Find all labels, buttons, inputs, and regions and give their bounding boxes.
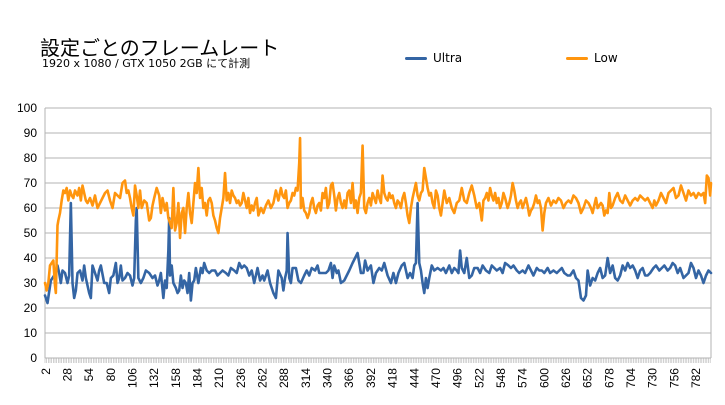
x-tick-label: 106 (126, 368, 140, 388)
y-tick-label: 50 (24, 226, 38, 240)
y-tick-label: 20 (24, 301, 38, 315)
legend-label-ultra: Ultra (433, 51, 463, 65)
x-tick-label: 54 (82, 368, 96, 382)
y-tick-label: 90 (24, 126, 38, 140)
legend-label-low: Low (594, 51, 618, 65)
x-tick-label: 392 (364, 368, 378, 388)
y-axis: 0 10 20 30 40 50 60 70 80 90 100 (17, 101, 37, 365)
x-tick-label: 80 (104, 368, 118, 382)
x-tick-label: 600 (537, 368, 551, 388)
x-axis: 2 28 54 80 106 132 158 184 210 236 262 288 314 340 366… (39, 358, 711, 388)
y-tick-label: 30 (24, 276, 38, 290)
y-tick-label: 70 (24, 176, 38, 190)
x-tick-label: 626 (559, 368, 573, 388)
x-tick-label: 132 (147, 368, 161, 388)
x-tick-label: 418 (386, 368, 400, 388)
x-tick-label: 236 (234, 368, 248, 388)
x-tick-label: 184 (191, 368, 205, 388)
x-tick-label: 730 (646, 368, 660, 388)
x-tick-label: 652 (581, 368, 595, 388)
chart-title: 設定ごとのフレームレート (40, 36, 280, 60)
x-tick-label: 574 (516, 368, 530, 388)
x-tick-label: 340 (321, 368, 335, 388)
x-tick-label: 548 (494, 368, 508, 388)
y-tick-label: 40 (24, 251, 38, 265)
series-lines (43, 136, 713, 305)
x-tick-label: 158 (169, 368, 183, 388)
x-tick-label: 678 (602, 368, 616, 388)
legend-item-ultra: Ultra (405, 51, 462, 65)
x-tick-label: 470 (429, 368, 443, 388)
y-tick-label: 0 (30, 351, 37, 365)
x-tick-label: 210 (212, 368, 226, 388)
gridlines (44, 107, 712, 359)
y-tick-label: 100 (17, 101, 37, 115)
y-tick-label: 80 (24, 151, 38, 165)
legend-swatch-ultra (405, 56, 427, 60)
x-tick-label: 2 (39, 368, 53, 375)
x-tick-label: 782 (689, 368, 703, 388)
series-line-low (43, 136, 713, 295)
x-tick-label: 262 (256, 368, 270, 388)
x-tick-label: 288 (277, 368, 291, 388)
x-tick-label: 28 (61, 368, 75, 382)
x-tick-label: 496 (451, 368, 465, 388)
legend-item-low: Low (566, 51, 618, 65)
x-tick-label: 704 (624, 368, 638, 388)
legend-swatch-low (566, 56, 588, 60)
chart-subtitle: 1920 x 1080 / GTX 1050 2GB にて計測 (42, 57, 251, 70)
x-tick-label: 314 (299, 368, 313, 388)
series-line-ultra (43, 201, 713, 305)
x-tick-label: 522 (472, 368, 486, 388)
x-tick-label: 366 (342, 368, 356, 388)
y-tick-label: 60 (24, 201, 38, 215)
x-tick-label: 756 (667, 368, 681, 388)
x-tick-label: 444 (407, 368, 421, 388)
y-tick-label: 10 (24, 326, 38, 340)
